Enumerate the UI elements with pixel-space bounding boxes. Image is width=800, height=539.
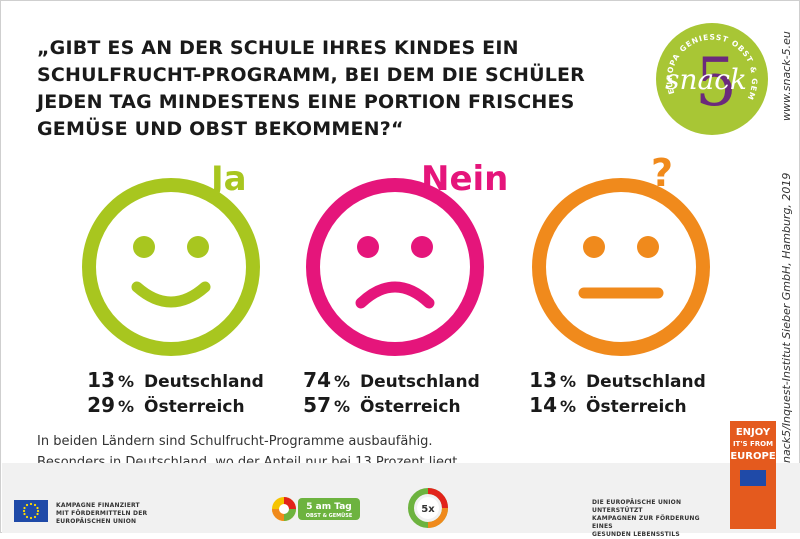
logo-number: 5 [695, 44, 737, 121]
country-name: Deutschland [586, 372, 706, 392]
percent-value: 14 [529, 393, 557, 417]
credit-text: ©Snack5/Inquest-Institut Sieber GmbH, Ha… [780, 172, 793, 481]
smiley-neutral-icon [532, 178, 710, 356]
question-line: GEMÜSE UND OBST BEKOMMEN?“ [37, 118, 404, 140]
percent-value: 29 [87, 393, 115, 417]
percent-value: 13 [87, 368, 115, 392]
footer: KAMPAGNE FINANZIERT MIT FÖRDERMITTELN DE… [2, 463, 800, 538]
percent-value: 57 [303, 393, 331, 417]
answer-label-yes: Ja [211, 159, 247, 199]
question-line: „GIBT ES AN DER SCHULE IHRES KINDES EIN [37, 37, 519, 59]
website-link[interactable]: www.snack-5.eu [780, 11, 794, 121]
funding-note: KAMPAGNE FINANZIERT MIT FÖRDERMITTELN DE… [56, 502, 176, 526]
percent-sign: % [560, 397, 577, 416]
snack5-logo-graphic: EUROPA GENIESST OBST & GEMÜSE 5 snack [656, 23, 758, 121]
eu-flag-icon [740, 470, 766, 486]
enjoy-line: ENJOY [735, 427, 771, 438]
percent-sign: % [118, 372, 135, 391]
country-name: Österreich [586, 397, 687, 417]
snack5-logo[interactable]: EUROPA GENIESST OBST & GEMÜSE 5 snack [656, 23, 768, 135]
country-name: Deutschland [144, 372, 264, 392]
5x-logo[interactable]: 5x [408, 488, 448, 528]
answer-label-no: Nein [421, 159, 509, 199]
stat-row-austria: 14% Österreich [519, 393, 706, 418]
smiley-happy-icon [82, 178, 260, 356]
percent-sign: % [560, 372, 577, 391]
enjoy-line: EUROPE [730, 451, 776, 462]
percent-sign: % [118, 397, 135, 416]
enjoy-line: IT'S FROM [732, 440, 774, 448]
stat-row-germany: 13% Deutschland [77, 368, 264, 393]
country-name: Deutschland [360, 372, 480, 392]
eu-support-line: KAMPAGNEN ZUR FÖRDERUNG EINES [592, 515, 700, 530]
percent-sign: % [334, 397, 351, 416]
funding-line: EUROPÄISCHEN UNION [56, 518, 137, 525]
question-line: JEDEN TAG MINDESTENS EINE PORTION FRISCH… [37, 91, 575, 113]
funding-line: MIT FÖRDERMITTELN DER [56, 510, 148, 517]
eu-support-note: DIE EUROPÄISCHE UNION UNTERSTÜTZT KAMPAG… [592, 499, 722, 539]
survey-question: „GIBT ES AN DER SCHULE IHRES KINDES EIN … [37, 35, 597, 143]
website-url[interactable]: www.snack-5.eu [780, 31, 793, 121]
eu-support-line: DIE EUROPÄISCHE UNION UNTERSTÜTZT [592, 499, 682, 514]
country-name: Österreich [360, 397, 461, 417]
stat-row-austria: 57% Österreich [293, 393, 480, 418]
stat-row-austria: 29% Österreich [77, 393, 264, 418]
logo-brand: snack [665, 63, 747, 96]
eu-flag-icon [14, 500, 48, 522]
copyright-credit: ©Snack5/Inquest-Institut Sieber GmbH, Ha… [780, 141, 794, 481]
5-am-tag-logo[interactable]: 5 am Tag OBST & GEMÜSE [270, 493, 362, 525]
stat-row-germany: 74% Deutschland [293, 368, 480, 393]
stats-yes: 13% Deutschland 29% Österreich [77, 368, 264, 418]
eu-support-line: GESUNDEN LEBENSSTILS [592, 531, 680, 538]
logo5-sub-text: OBST & GEMÜSE [306, 512, 353, 519]
country-name: Österreich [144, 397, 245, 417]
5-am-tag-logo-graphic: 5 am Tag OBST & GEMÜSE [272, 497, 360, 521]
stats-no: 74% Deutschland 57% Österreich [293, 368, 480, 418]
logo5x-text: 5x [421, 504, 435, 515]
percent-value: 74 [303, 368, 331, 392]
logo5-main-text: 5 am Tag [306, 502, 351, 512]
percent-value: 13 [529, 368, 557, 392]
note-line: In beiden Ländern sind Schulfrucht-Progr… [37, 434, 433, 449]
5x-logo-graphic: 5x [408, 488, 448, 528]
enjoy-europe-badge[interactable]: ENJOY IT'S FROM EUROPE [730, 421, 776, 529]
funding-line: KAMPAGNE FINANZIERT [56, 502, 140, 509]
stats-unknown: 13% Deutschland 14% Österreich [519, 368, 706, 418]
percent-sign: % [334, 372, 351, 391]
smiley-sad-icon [306, 178, 484, 356]
answer-label-unknown: ? [651, 151, 674, 195]
stat-row-germany: 13% Deutschland [519, 368, 706, 393]
question-line: SCHULFRUCHT-PROGRAMM, BEI DEM DIE SCHÜLE… [37, 64, 586, 86]
